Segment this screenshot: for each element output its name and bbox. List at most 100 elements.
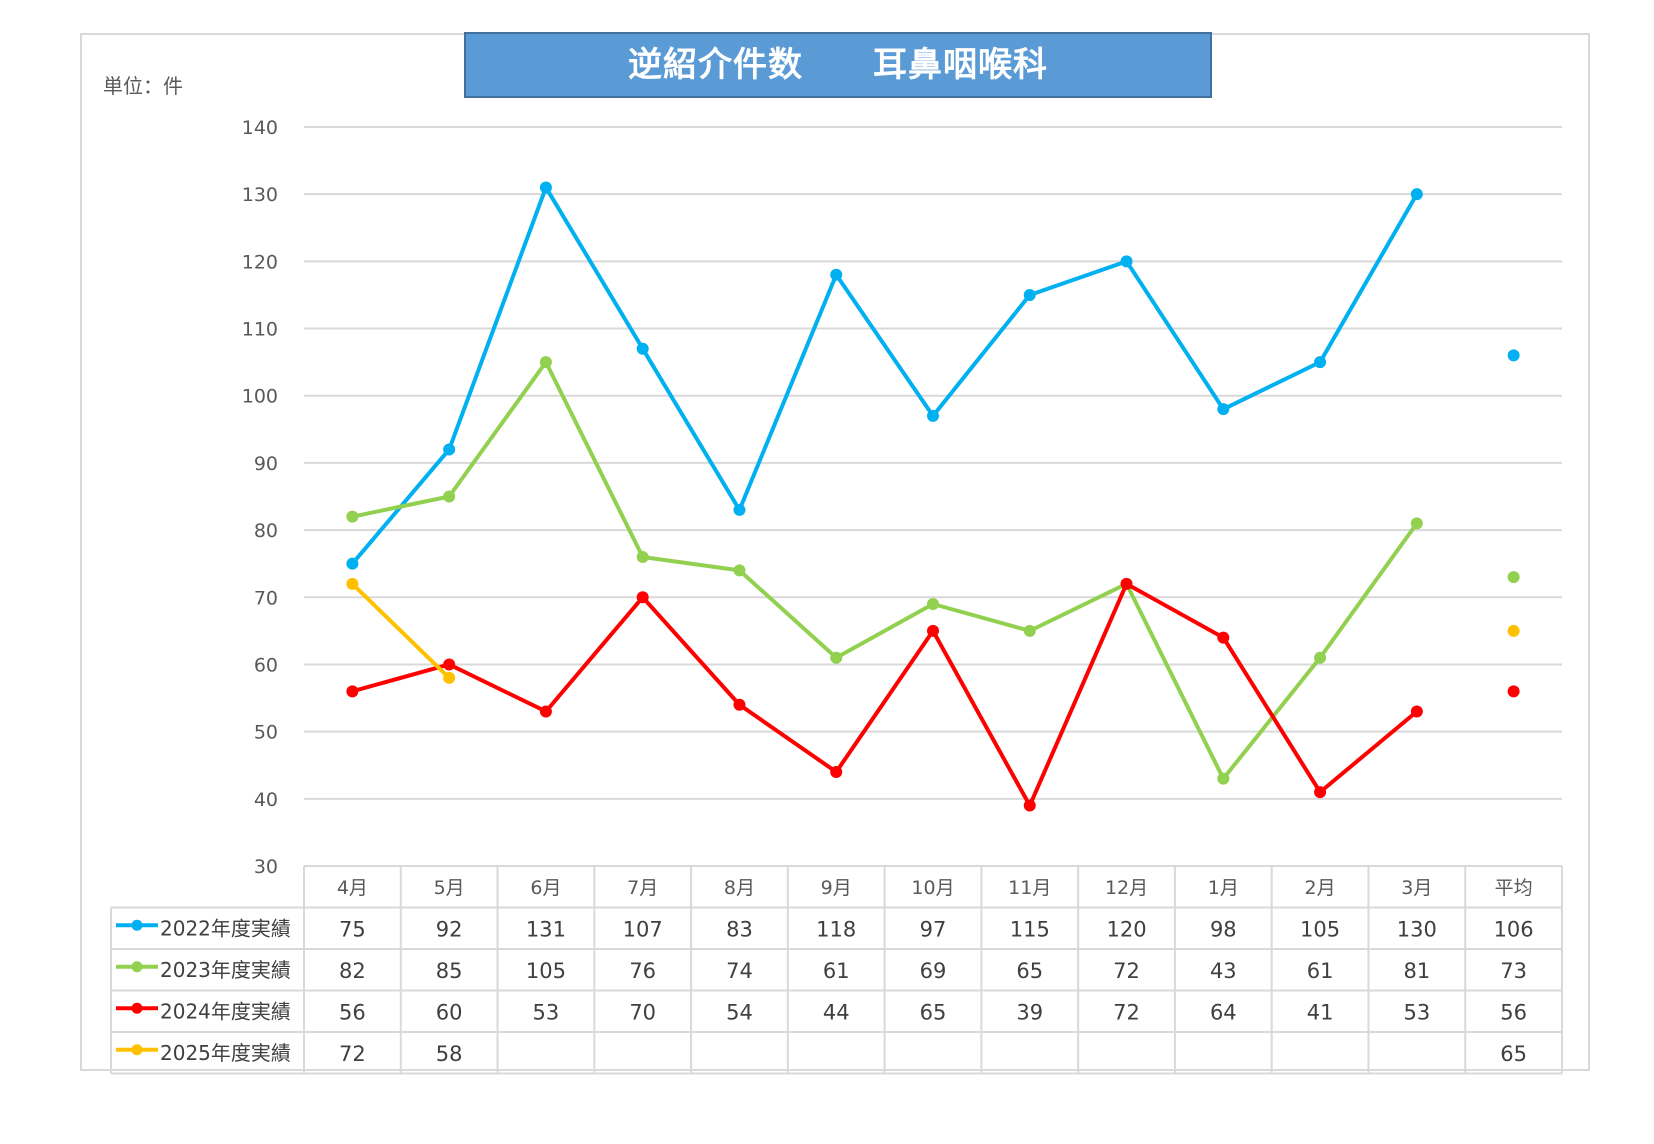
y-tick-label: 100 (242, 386, 278, 408)
y-tick-label: 90 (254, 453, 278, 475)
data-point (346, 577, 359, 590)
y-tick-label: 130 (242, 184, 278, 206)
data-point (733, 698, 746, 711)
table-cell: 82 (339, 959, 366, 983)
table-cell: 83 (726, 917, 753, 941)
table-cell: 81 (1403, 959, 1430, 983)
average-point (1507, 685, 1520, 698)
data-point (927, 597, 939, 610)
table-cell-average: 106 (1494, 917, 1534, 941)
table-cell: 98 (1210, 917, 1237, 941)
table-cell: 43 (1210, 959, 1237, 983)
data-point (346, 557, 359, 570)
table-cell: 107 (623, 917, 663, 941)
table-cell: 61 (823, 959, 850, 983)
data-point (1410, 705, 1423, 718)
data-point (927, 624, 939, 637)
table-cell: 53 (1403, 1000, 1430, 1024)
y-tick-label: 40 (254, 789, 278, 811)
x-tick-label: 9月 (821, 877, 852, 899)
data-point (636, 591, 649, 604)
x-tick-label: 12月 (1105, 877, 1148, 899)
table-cell: 41 (1307, 1000, 1334, 1024)
x-tick-label: 4月 (337, 877, 368, 899)
table-cell: 120 (1106, 917, 1146, 941)
x-tick-label: 8月 (724, 877, 755, 899)
data-point (539, 181, 552, 194)
data-point (636, 342, 649, 355)
x-tick-label: 10月 (911, 877, 954, 899)
y-tick-label: 120 (242, 251, 278, 273)
data-point (1120, 577, 1133, 590)
table-cell: 130 (1397, 917, 1437, 941)
x-tick-label: 6月 (530, 877, 561, 899)
table-cell: 97 (920, 917, 947, 941)
table-cell: 56 (339, 1000, 366, 1024)
y-tick-label: 140 (242, 117, 278, 139)
legend-label: 2024年度実績 (160, 999, 291, 1023)
table-cell: 70 (629, 1000, 656, 1024)
legend-label: 2022年度実績 (160, 916, 291, 940)
table-cell: 39 (1016, 1000, 1043, 1024)
y-tick-label: 110 (242, 319, 278, 341)
data-point (1314, 786, 1327, 799)
series-line (351, 360, 1419, 781)
data-point (830, 268, 843, 281)
data-point (443, 671, 456, 684)
data-point (1314, 356, 1327, 369)
table-cell: 85 (436, 959, 463, 983)
data-point (733, 564, 746, 577)
table-cell: 115 (1010, 917, 1050, 941)
x-tick-label: 3月 (1401, 877, 1432, 899)
data-point (1023, 624, 1036, 637)
table-cell-average: 73 (1500, 959, 1527, 983)
data-point (1217, 631, 1230, 644)
table-cell: 131 (526, 917, 566, 941)
x-tick-label: 7月 (627, 877, 658, 899)
legend-label: 2025年度実績 (160, 1041, 291, 1065)
table-cell: 75 (339, 917, 366, 941)
data-point (539, 356, 552, 369)
average-point (1507, 624, 1520, 637)
x-tick-label: 2月 (1305, 877, 1336, 899)
legend-key-marker (131, 1044, 143, 1056)
table-cell: 92 (436, 917, 463, 941)
data-point (443, 443, 456, 456)
data-point (346, 510, 359, 523)
y-tick-label: 80 (254, 520, 278, 542)
legend-label: 2023年度実績 (160, 958, 291, 982)
y-tick-label: 60 (254, 654, 278, 676)
table-cell: 44 (823, 1000, 850, 1024)
data-point (1023, 799, 1036, 812)
table-cell: 65 (1016, 959, 1043, 983)
table-cell: 69 (920, 959, 947, 983)
average-point (1507, 349, 1520, 362)
data-point (1120, 255, 1133, 268)
unit-label: 単位：件 (103, 74, 183, 98)
data-point (927, 409, 939, 422)
table-cell: 61 (1307, 959, 1334, 983)
table-cell-average: 65 (1500, 1042, 1527, 1066)
table-cell: 118 (816, 917, 856, 941)
series-line (350, 185, 1419, 565)
legend-key-marker (131, 919, 143, 931)
table-cell: 72 (1113, 959, 1140, 983)
y-tick-label: 30 (254, 856, 278, 878)
legend-key-marker (131, 961, 143, 973)
table-cell: 65 (920, 1000, 947, 1024)
table-cell: 74 (726, 959, 753, 983)
data-point (443, 490, 456, 503)
table-cell: 58 (436, 1042, 463, 1066)
table-cell: 105 (526, 959, 566, 983)
data-point (346, 685, 359, 698)
table-cell: 72 (339, 1042, 366, 1066)
x-tick-label-average: 平均 (1495, 877, 1533, 899)
data-point (1314, 651, 1327, 664)
data-point (1217, 403, 1230, 416)
x-tick-label: 1月 (1208, 877, 1239, 899)
x-tick-label: 5月 (434, 877, 465, 899)
legend-key-marker (131, 1002, 143, 1014)
x-tick-label: 11月 (1008, 877, 1051, 899)
chart-title: 逆紹介件数 耳鼻咽喉科 (464, 32, 1212, 98)
